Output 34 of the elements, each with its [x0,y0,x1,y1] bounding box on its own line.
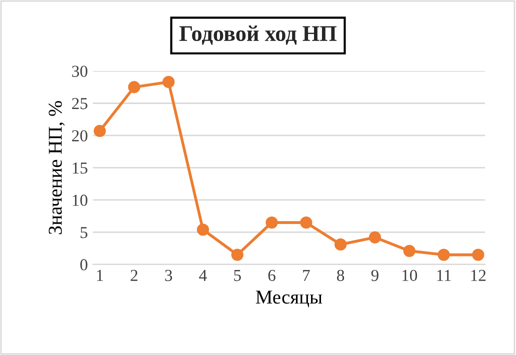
x-tick-label: 7 [303,270,310,281]
x-tick-label: 12 [471,270,486,281]
y-tick-label: 25 [72,98,88,110]
y-axis-title: Значение НП, % [48,101,65,234]
x-tick-label: 10 [402,270,418,282]
y-tick-label: 15 [72,162,88,174]
y-tick-label: 20 [72,130,88,142]
y-tick-label: 10 [72,194,88,206]
x-axis-title: Месяцы [256,290,322,308]
y-tick-label: 5 [80,227,88,238]
point [403,244,416,258]
x-tick-label: 3 [165,270,172,282]
y-tick-label: 30 [72,66,88,77]
x-tick-label: 5 [234,270,241,282]
y-tick-label: 0 [80,259,88,270]
x-tick-label: 2 [130,270,138,281]
point [334,238,347,251]
point [128,81,140,94]
point [266,216,278,229]
point [300,216,312,229]
point [196,224,210,236]
point [162,76,175,88]
x-tick-label: 8 [337,270,344,282]
x-tick-label: 4 [199,270,207,281]
point [472,248,484,261]
x-tick-label: 1 [97,270,103,281]
x-tick-label: 9 [371,270,378,282]
point [368,231,382,244]
chart-title: Годовой ход НП [179,26,337,45]
point [438,248,450,261]
x-tick-label: 11 [437,270,451,281]
point [94,124,106,138]
x-tick-label: 6 [268,270,276,282]
point [231,248,244,261]
